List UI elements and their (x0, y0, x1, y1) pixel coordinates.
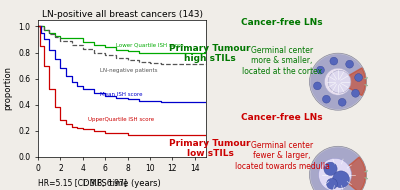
Circle shape (324, 68, 352, 95)
Text: Primary Tumour
low sTILs: Primary Tumour low sTILs (169, 139, 251, 158)
Circle shape (318, 158, 352, 190)
Text: Cancer-free LNs: Cancer-free LNs (241, 113, 323, 122)
Circle shape (324, 162, 337, 175)
Text: Mean ISH score: Mean ISH score (100, 92, 142, 97)
Text: Lower Quartile ISH score: Lower Quartile ISH score (116, 43, 184, 48)
Circle shape (316, 66, 324, 74)
Circle shape (346, 60, 354, 68)
Title: LN-positive all breast cancers (143): LN-positive all breast cancers (143) (42, 10, 202, 19)
Circle shape (322, 95, 330, 103)
Circle shape (333, 171, 350, 188)
Circle shape (328, 70, 351, 93)
Text: UpperQuartile ISH score: UpperQuartile ISH score (88, 117, 154, 122)
Wedge shape (338, 68, 366, 96)
Text: Germinal center
more & smaller,
located at the cortex: Germinal center more & smaller, located … (242, 46, 322, 76)
Text: Germinal center
fewer & larger,
located towards medulla: Germinal center fewer & larger, located … (234, 141, 330, 171)
Wedge shape (338, 157, 366, 190)
Text: Primary Tumour
high sTILs: Primary Tumour high sTILs (169, 44, 251, 63)
Circle shape (355, 74, 362, 82)
Circle shape (330, 57, 338, 65)
Y-axis label: proportion: proportion (4, 66, 13, 110)
Circle shape (338, 98, 346, 106)
X-axis label: DMFS time (years): DMFS time (years) (83, 179, 161, 188)
Circle shape (314, 82, 321, 90)
Text: LN-negative patients: LN-negative patients (100, 68, 157, 73)
Circle shape (310, 54, 366, 109)
Text: Cancer-free LNs: Cancer-free LNs (241, 18, 323, 27)
Circle shape (310, 53, 366, 110)
Circle shape (327, 178, 337, 189)
Circle shape (310, 146, 366, 190)
Circle shape (310, 147, 366, 190)
Circle shape (352, 89, 360, 97)
Text: HR=5.15 [CI: 3.8, 6.97]: HR=5.15 [CI: 3.8, 6.97] (38, 179, 126, 188)
